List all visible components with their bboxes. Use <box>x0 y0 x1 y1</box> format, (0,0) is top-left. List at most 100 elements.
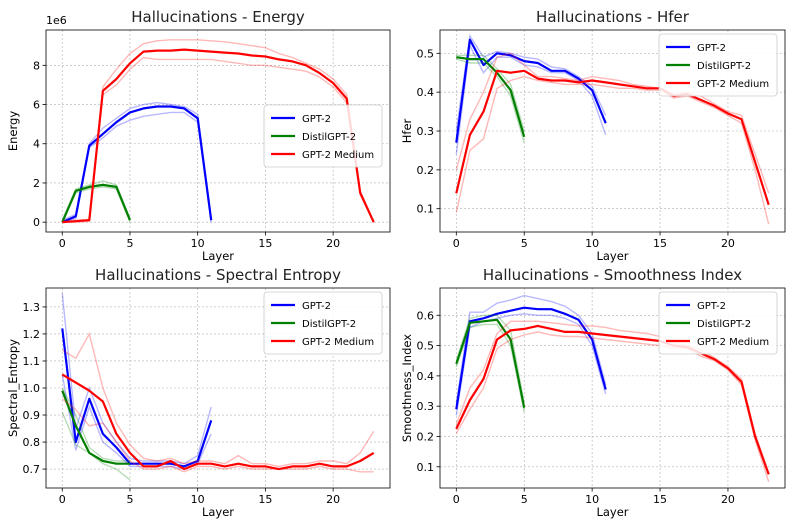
chart-title: Hallucinations - Smoothness Index <box>483 266 742 284</box>
plot-frame <box>439 287 786 489</box>
chart-panel-2: 0 5 10 15 20 0.1 0.2 0.3 0.4 0.5 Hallucinations - … <box>400 8 786 263</box>
y-tick-label: 0.1 <box>417 461 435 474</box>
x-tick-label: 20 <box>326 237 340 250</box>
x-tick-label: 20 <box>721 493 735 506</box>
x-tick-label: 5 <box>126 237 133 250</box>
y-tick-label: 4 <box>33 138 40 151</box>
y-tick-label: 1.0 <box>23 382 41 395</box>
series-band-upper <box>61 387 130 462</box>
x-axis-label: Layer <box>596 505 628 519</box>
x-axis-label: Layer <box>202 505 234 519</box>
x-tick-label: 10 <box>191 493 205 506</box>
legend-box <box>263 291 383 355</box>
y-tick-label: 2 <box>33 177 40 190</box>
series-line <box>455 69 770 206</box>
x-tick-label: 10 <box>191 237 205 250</box>
y-tick-label: 0.8 <box>23 436 41 449</box>
series-line <box>61 373 375 471</box>
legend-entry: GPT-2 <box>302 114 331 125</box>
x-tick-label: 20 <box>721 237 735 250</box>
chart-title: Hallucinations - Spectral Entropy <box>95 266 341 284</box>
series-group <box>61 293 375 481</box>
series-band-lower <box>455 323 525 413</box>
legend: GPT-2 DistilGPT-2 GPT-2 Medium <box>658 33 778 97</box>
series-line <box>456 56 526 138</box>
series-band-upper <box>455 320 770 474</box>
series-group <box>61 39 375 224</box>
legend-box <box>263 104 383 168</box>
chart-panel-4: 0 5 10 15 20 0.1 0.2 0.3 0.4 0.5 0.6 Hallucinations… <box>400 266 786 519</box>
series-band-upper <box>455 294 607 404</box>
series-band-upper <box>455 314 525 404</box>
y-tick-label: 1.2 <box>23 328 41 341</box>
legend-entry: DistilGPT-2 <box>302 132 356 143</box>
series-line <box>62 48 375 224</box>
series-group <box>455 294 770 483</box>
legend: GPT-2 DistilGPT-2 GPT-2 Medium <box>658 291 778 355</box>
x-axis-label: Layer <box>596 249 628 263</box>
legend-entry: DistilGPT-2 <box>302 319 356 330</box>
y-tick-label: 0.6 <box>417 309 435 322</box>
x-tick-label: 5 <box>521 493 528 506</box>
plot-frame <box>45 29 391 233</box>
y-tick-label: 0.2 <box>417 164 435 177</box>
legend-entry: GPT-2 <box>697 43 726 54</box>
series-line <box>455 318 526 408</box>
chart-title: Hallucinations - Hfer <box>536 8 690 26</box>
series-line <box>455 306 607 410</box>
legend-entry: GPT-2 Medium <box>697 337 769 348</box>
legend-entry: GPT-2 <box>302 301 331 312</box>
legend-entry: DistilGPT-2 <box>697 61 751 72</box>
series-band-upper <box>61 332 375 468</box>
x-tick-label: 15 <box>653 493 667 506</box>
series-band-upper <box>456 54 525 132</box>
legend-entry: DistilGPT-2 <box>697 319 751 330</box>
x-tick-label: 0 <box>59 237 66 250</box>
y-tick-label: 1.3 <box>23 301 41 314</box>
x-tick-label: 0 <box>453 493 460 506</box>
y-tick-label: 8 <box>33 59 40 72</box>
y-tick-label: 0.5 <box>417 340 435 353</box>
y-tick-label: 0.3 <box>417 125 435 138</box>
legend-entry: GPT-2 Medium <box>302 150 374 161</box>
legend-entry: GPT-2 Medium <box>302 337 374 348</box>
series-band-lower <box>61 398 374 473</box>
axis-offset-label: 1e6 <box>46 14 67 27</box>
y-tick-label: 0.1 <box>417 203 435 216</box>
x-tick-label: 0 <box>59 493 66 506</box>
x-tick-label: 10 <box>585 493 599 506</box>
x-tick-label: 20 <box>326 493 340 506</box>
x-tick-label: 0 <box>453 237 460 250</box>
y-tick-label: 0.7 <box>23 463 41 476</box>
x-tick-label: 10 <box>585 237 599 250</box>
x-tick-label: 5 <box>126 493 133 506</box>
y-tick-label: 0.3 <box>417 400 435 413</box>
legend-box <box>658 33 778 97</box>
y-tick-label: 0.5 <box>417 47 435 60</box>
chart-title: Hallucinations - Energy <box>131 8 305 26</box>
x-tick-label: 5 <box>521 237 528 250</box>
y-axis-label: Energy <box>6 111 20 151</box>
legend: GPT-2 DistilGPT-2 GPT-2 Medium <box>263 104 383 168</box>
legend-box <box>658 291 778 355</box>
series-line <box>61 328 213 468</box>
y-tick-label: 1.1 <box>23 355 41 368</box>
y-axis-label: Smoothness_Index <box>400 334 414 442</box>
series-band-lower <box>456 58 525 143</box>
series-band-lower <box>455 331 770 483</box>
x-tick-label: 15 <box>258 237 272 250</box>
chart-panel-3: 0 5 10 15 20 0.7 0.8 0.9 1.0 1.1 1.2 1.3 Hallucinati… <box>6 266 391 519</box>
y-tick-label: 0.4 <box>417 86 435 99</box>
y-axis-label: Hfer <box>400 118 414 143</box>
series-band-lower <box>61 412 131 481</box>
series-band-lower <box>455 75 770 225</box>
series-band-upper <box>62 39 375 222</box>
series-band-upper <box>455 33 607 132</box>
series-line <box>61 105 213 224</box>
y-tick-label: 0 <box>33 216 40 229</box>
y-tick-label: 0.4 <box>417 370 435 383</box>
series-band-lower <box>62 56 375 223</box>
x-tick-label: 15 <box>653 237 667 250</box>
series-line <box>61 390 130 465</box>
